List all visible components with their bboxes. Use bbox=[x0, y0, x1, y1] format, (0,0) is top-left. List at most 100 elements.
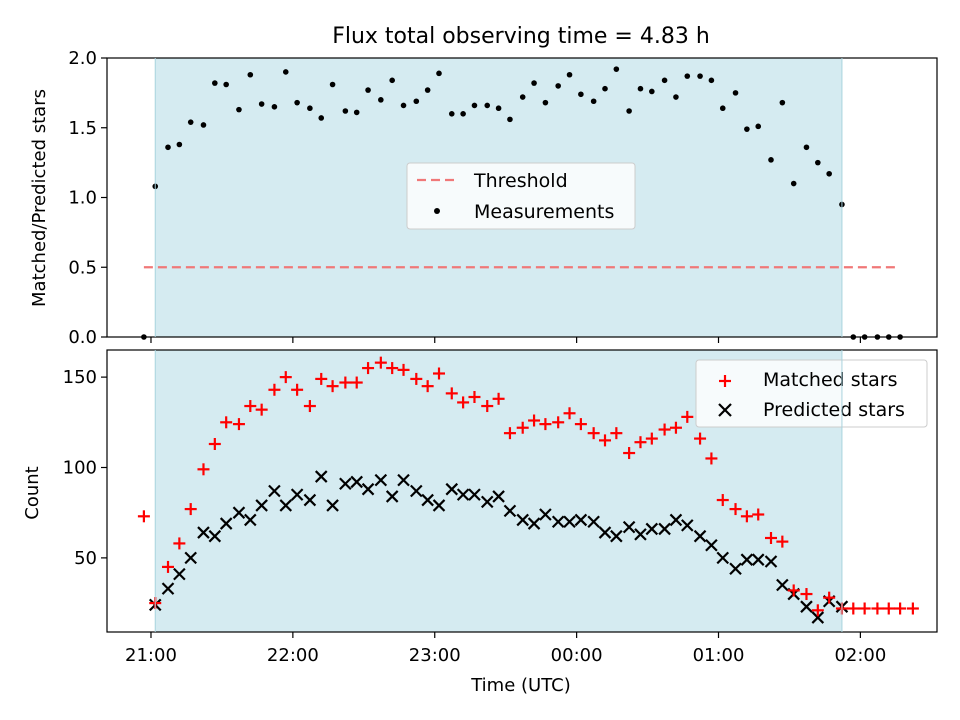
counts-legend-box bbox=[695, 359, 928, 428]
predicted-point bbox=[764, 555, 778, 568]
predicted-point bbox=[516, 513, 529, 527]
matched-point bbox=[291, 383, 304, 396]
matched-point bbox=[268, 383, 281, 396]
measurement-point bbox=[329, 81, 336, 88]
matched-point bbox=[279, 371, 292, 384]
predicted-point bbox=[326, 499, 339, 512]
matched-point bbox=[433, 367, 445, 380]
matched-point bbox=[681, 410, 694, 423]
predicted-point bbox=[503, 504, 517, 518]
ratio-y-ticks: 0.0 0.5 1.0 1.5 2.0 bbox=[68, 48, 107, 348]
matched-point bbox=[516, 421, 529, 434]
matched-point bbox=[137, 510, 150, 523]
predicted-point bbox=[303, 493, 317, 507]
measurement-point bbox=[826, 170, 832, 177]
predicted-point bbox=[563, 515, 576, 529]
matched-point bbox=[468, 391, 481, 403]
predicted-point bbox=[740, 553, 754, 566]
matched-point bbox=[823, 591, 836, 604]
matched-point bbox=[811, 604, 824, 617]
predicted-point bbox=[268, 484, 281, 498]
measurement-point bbox=[247, 71, 254, 78]
predicted-point bbox=[385, 490, 399, 503]
matched-point bbox=[539, 418, 552, 431]
measurement-point bbox=[673, 94, 679, 100]
legend-threshold-label: Threshold bbox=[473, 170, 568, 192]
measurement-point bbox=[708, 77, 715, 84]
matched-point bbox=[457, 396, 470, 409]
ratio-y-tick-label: 0.0 bbox=[68, 327, 97, 348]
predicted-point bbox=[410, 484, 423, 498]
measurement-point bbox=[436, 70, 442, 77]
counts-x-tick-label: 22:00 bbox=[267, 645, 319, 666]
counts-x-tick-label: 23:00 bbox=[409, 645, 461, 666]
measurement-point bbox=[282, 69, 289, 75]
matched-point bbox=[503, 427, 516, 440]
counts-x-tick-label: 02:00 bbox=[834, 645, 886, 666]
measurement-point bbox=[165, 144, 171, 151]
predicted-point bbox=[397, 473, 410, 487]
measurement-point bbox=[626, 108, 632, 114]
predicted-point bbox=[705, 538, 718, 552]
predicted-point bbox=[339, 477, 352, 491]
predicted-point bbox=[669, 513, 683, 527]
measurement-point bbox=[400, 102, 407, 109]
predicted-point bbox=[610, 529, 623, 543]
ratio-legend: Threshold Measurements bbox=[406, 162, 636, 230]
predicted-point bbox=[539, 508, 552, 521]
matched-point bbox=[800, 588, 813, 601]
counts-y-tick-label: 50 bbox=[74, 548, 97, 569]
matched-point bbox=[563, 407, 576, 420]
matched-point bbox=[705, 452, 718, 465]
predicted-point bbox=[468, 488, 481, 501]
predicted-point bbox=[374, 473, 388, 487]
matched-point bbox=[386, 362, 399, 375]
measurement-point bbox=[531, 80, 537, 86]
measurement-point bbox=[602, 85, 608, 92]
predicted-point bbox=[681, 519, 694, 532]
matched-point bbox=[729, 503, 742, 516]
counts-y-axis-label: Count bbox=[22, 466, 43, 519]
matched-point bbox=[173, 537, 186, 550]
matched-point bbox=[610, 427, 623, 440]
measurement-point bbox=[448, 111, 455, 117]
predicted-point bbox=[173, 567, 186, 581]
matched-point bbox=[858, 602, 871, 615]
predicted-point bbox=[197, 526, 210, 539]
measurement-point bbox=[803, 144, 810, 151]
predicted-point bbox=[658, 522, 671, 536]
predicted-point bbox=[279, 499, 293, 512]
ratio-axes-frame bbox=[106, 57, 938, 338]
measurement-point bbox=[779, 99, 786, 106]
measurement-point bbox=[566, 71, 573, 78]
matched-point bbox=[587, 427, 600, 440]
measurement-point bbox=[212, 80, 218, 86]
predicted-point bbox=[645, 522, 659, 536]
matched-point bbox=[765, 532, 777, 544]
predicted-point bbox=[219, 517, 233, 530]
matched-point bbox=[410, 372, 423, 385]
matched-point bbox=[776, 535, 789, 548]
measurement-point bbox=[389, 77, 395, 84]
predicted-point bbox=[634, 528, 647, 541]
predicted-point bbox=[693, 529, 707, 543]
measurement-point bbox=[365, 87, 371, 93]
measurement-point bbox=[661, 77, 668, 84]
matched-point bbox=[421, 380, 434, 393]
matched-point bbox=[847, 602, 860, 615]
predicted-point bbox=[244, 513, 257, 527]
measurement-point bbox=[307, 105, 313, 112]
predicted-point bbox=[716, 551, 730, 565]
matched-point bbox=[374, 356, 387, 369]
counts-y-tick-label: 150 bbox=[63, 367, 97, 388]
ratio-panel: 0.00.51.01.52.0 Matched/Predicted stars … bbox=[29, 48, 938, 348]
counts-x-tick-label: 21:00 bbox=[125, 645, 177, 666]
predicted-point bbox=[445, 482, 459, 496]
matched-point bbox=[669, 421, 682, 434]
predicted-point bbox=[776, 578, 789, 592]
predicted-point bbox=[290, 488, 304, 501]
matched-point bbox=[787, 584, 800, 597]
counts-x-ticks: 21:00 22:00 23:00 00:00 01:00 02:00 bbox=[125, 632, 886, 666]
matched-point bbox=[350, 376, 363, 389]
